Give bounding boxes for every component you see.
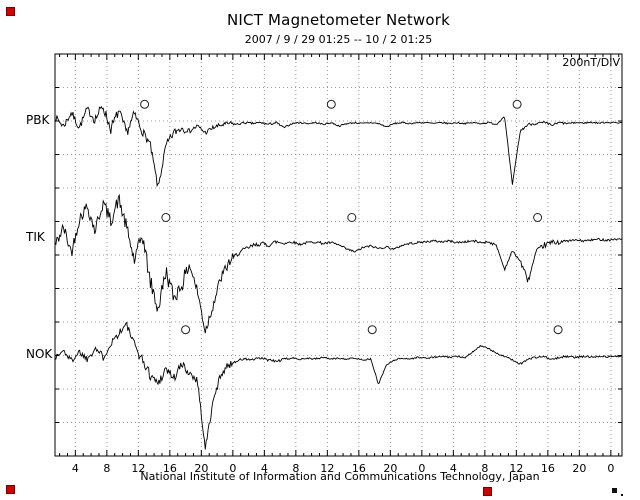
scale-label: 200nT/DIV (562, 56, 620, 69)
noon-markers-pbk (140, 99, 522, 109)
trace-tik (55, 193, 622, 334)
footer-text: National Institute of Information and Co… (140, 470, 540, 483)
x-tick-label: 16 (352, 462, 366, 475)
trace-nok (55, 321, 622, 450)
grid (55, 54, 622, 456)
x-tick-label: 16 (163, 462, 177, 475)
red-square-top-left (6, 7, 15, 16)
chart-title: NICT Magnetometer Network (226, 11, 450, 29)
small-dot-glyph (621, 494, 623, 496)
red-square-bottom-center (483, 487, 492, 496)
x-tick-label: 20 (572, 462, 586, 475)
x-tick-label: 4 (72, 462, 79, 475)
axis-ticks (55, 53, 622, 457)
plot-border (54, 53, 623, 457)
x-tick-label: 20 (194, 462, 208, 475)
red-square-bottom-left (6, 485, 15, 494)
x-tick-label: 0 (418, 462, 425, 475)
x-tick-label: 8 (481, 462, 488, 475)
x-tick-label: 0 (229, 462, 236, 475)
station-label-nok: NOK (26, 346, 53, 361)
x-tick-label: 0 (607, 462, 614, 475)
station-label-pbk: PBK (26, 113, 50, 127)
noon-markers-tik (161, 213, 543, 222)
x-tick-label: 12 (131, 462, 145, 475)
x-tick-label: 8 (292, 462, 299, 475)
x-tick-label: 20 (383, 462, 397, 475)
x-tick-label: 12 (509, 462, 523, 475)
x-tick-label: 4 (450, 462, 457, 475)
small-square-glyph (612, 488, 617, 493)
station-label-tik: TIK (26, 229, 45, 244)
noon-markers-nok (181, 325, 563, 335)
x-tick-label: 8 (103, 462, 110, 475)
x-tick-label: 12 (320, 462, 334, 475)
x-tick-label: 4 (261, 462, 268, 475)
x-tick-label: 16 (541, 462, 555, 475)
chart-subtitle: 2007 / 9 / 29 01:25 -- 10 / 2 01:25 (244, 33, 433, 46)
trace-pbk (55, 105, 622, 188)
